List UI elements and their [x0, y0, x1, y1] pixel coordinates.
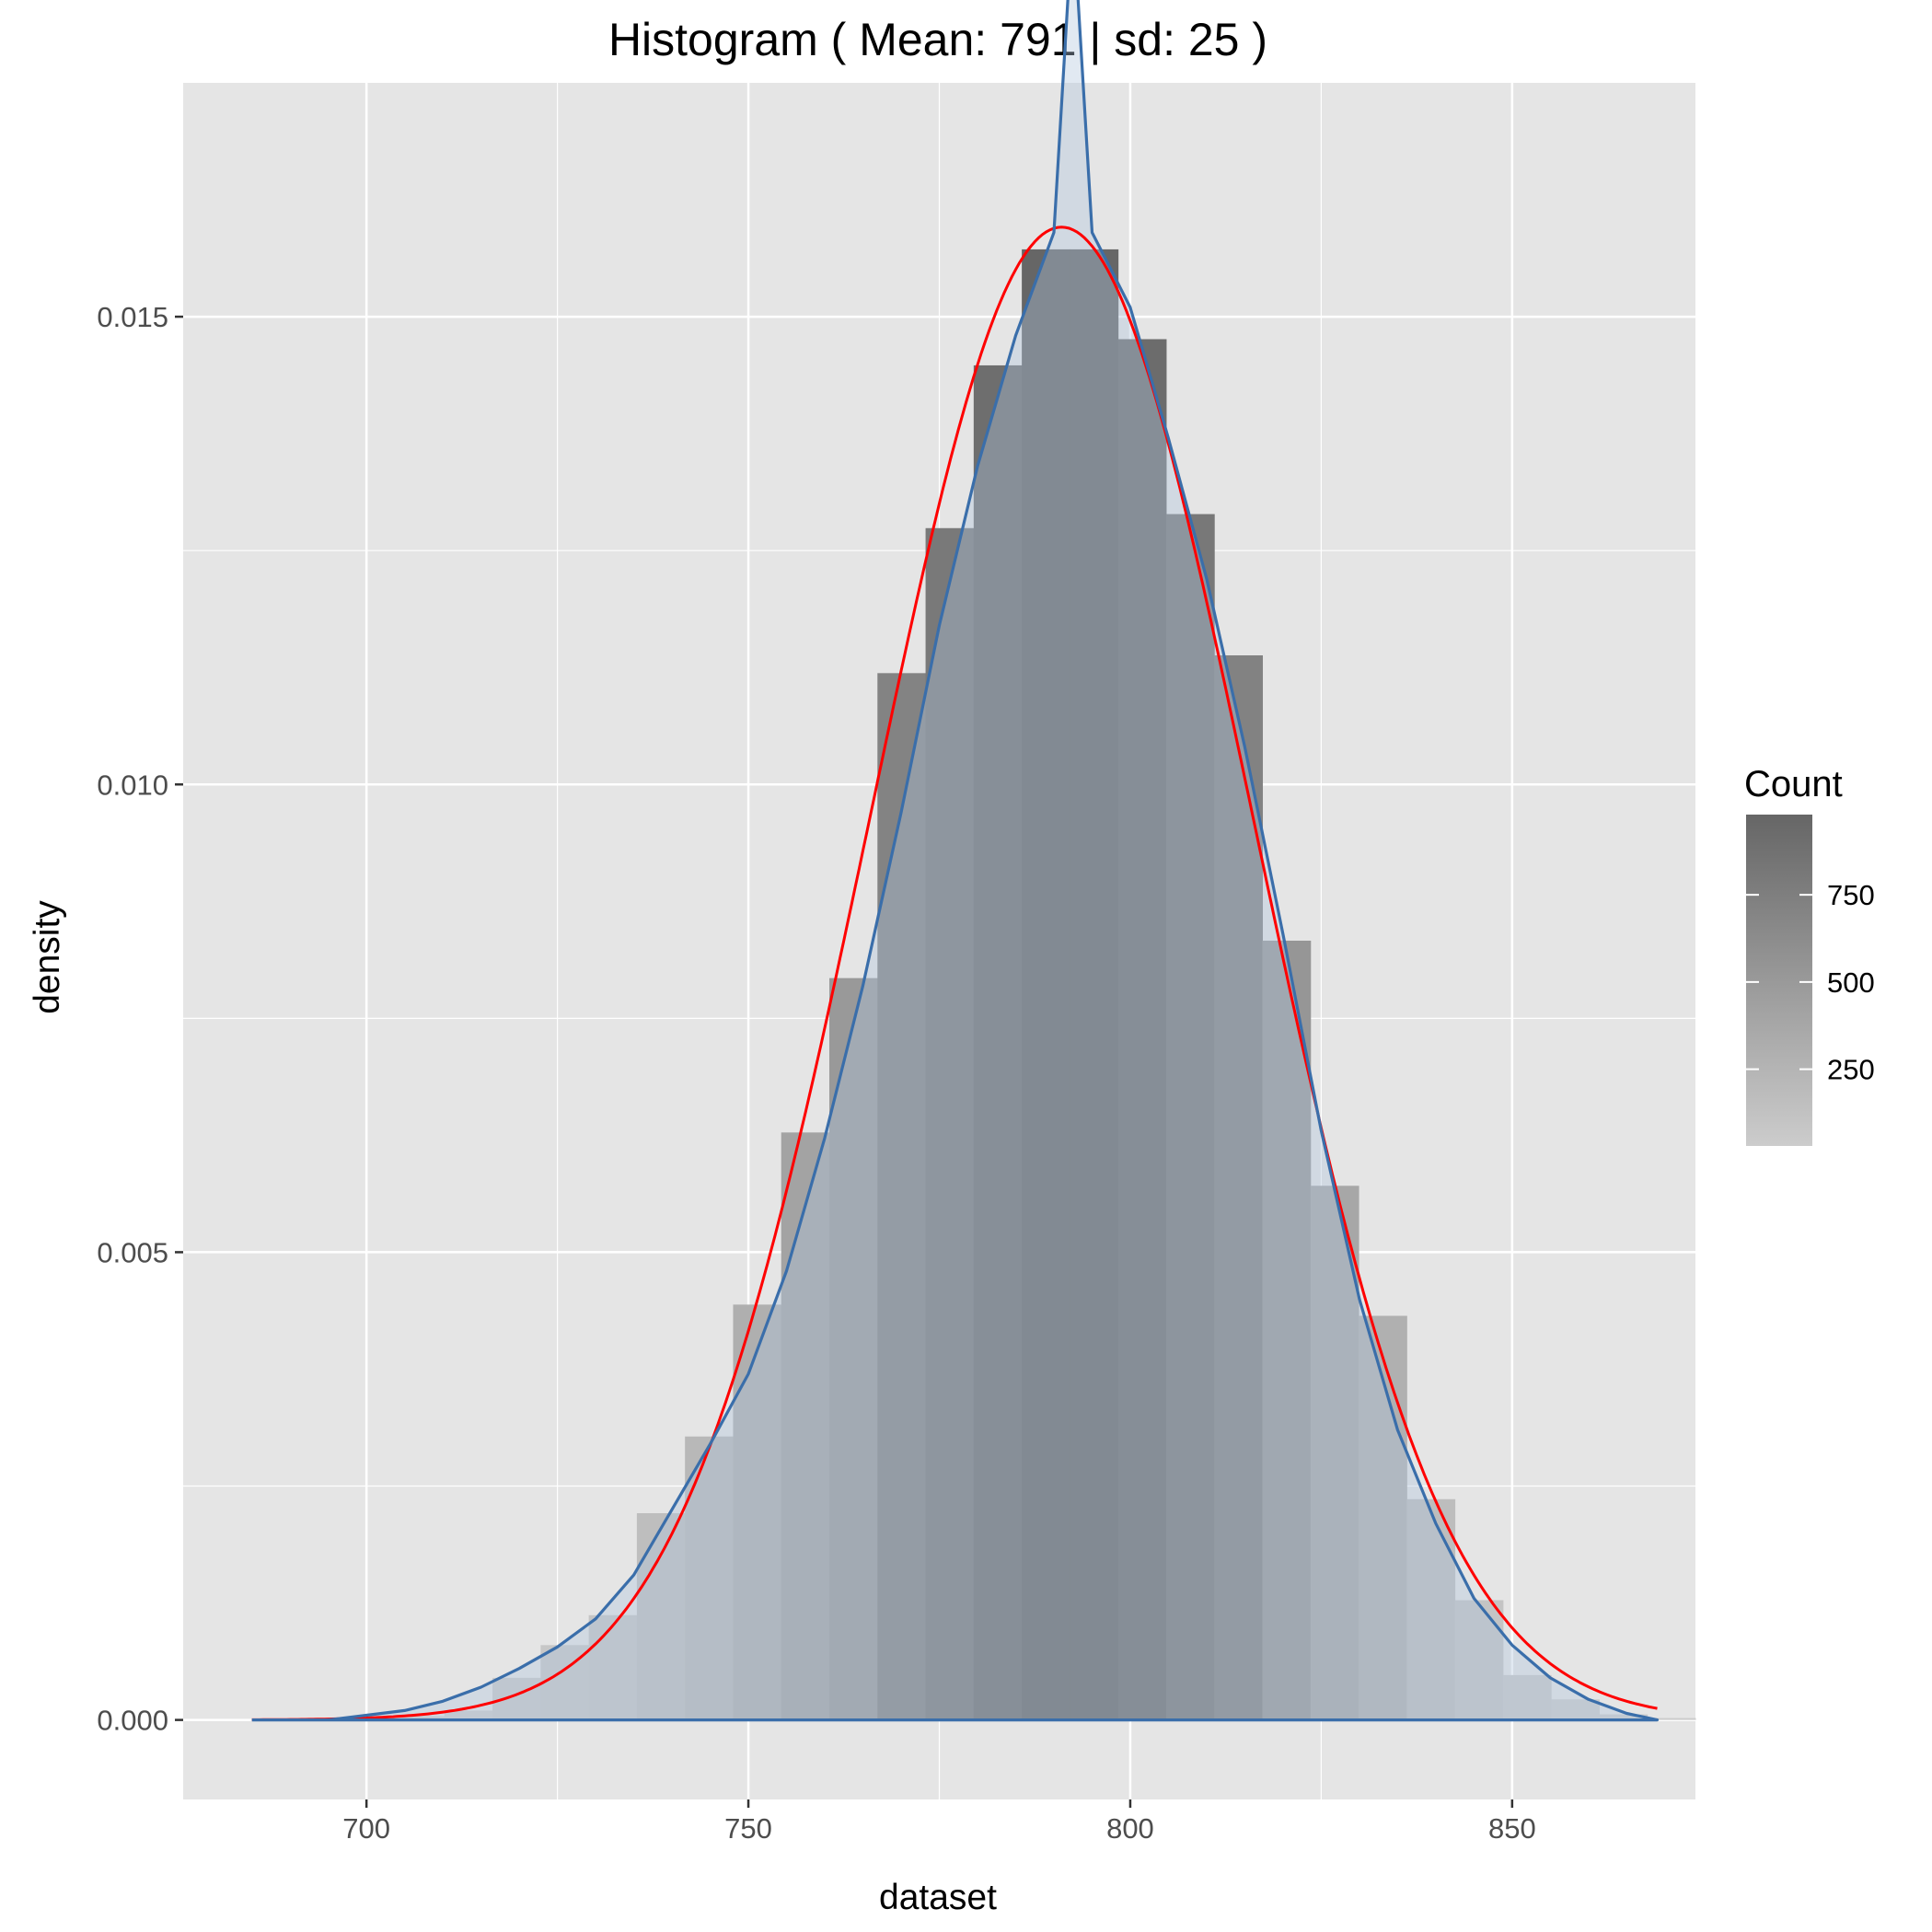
- histogram-bar: [588, 1614, 638, 1720]
- histogram-bar: [1165, 514, 1215, 1720]
- y-tick-label: 0.010: [97, 769, 168, 801]
- histogram-bar: [1502, 1674, 1552, 1720]
- x-axis-title: dataset: [879, 1878, 997, 1917]
- legend-ticks: 250 500 750: [1746, 879, 1875, 1086]
- histogram-bar: [1214, 655, 1264, 1720]
- histogram-bar: [685, 1436, 734, 1720]
- y-tick-label: 0.000: [97, 1705, 168, 1737]
- histogram-bar: [877, 673, 927, 1720]
- legend-label: 500: [1827, 966, 1875, 999]
- y-tick-label: 0.015: [97, 301, 168, 333]
- histogram-bar: [1647, 1718, 1696, 1720]
- x-axis: 700 750 800 850: [342, 1799, 1536, 1845]
- histogram-bar: [396, 1716, 445, 1720]
- histogram-bar: [781, 1132, 830, 1720]
- histogram-bars: [251, 249, 1696, 1720]
- chart-title: Histogram ( Mean: 791 | sd: 25 ): [608, 14, 1267, 65]
- histogram-bar: [636, 1512, 686, 1720]
- histogram-bar: [973, 364, 1023, 1720]
- histogram-bar: [1070, 249, 1119, 1720]
- histogram-bar: [1599, 1714, 1649, 1720]
- x-tick-label: 800: [1106, 1812, 1154, 1845]
- histogram-bar: [1551, 1699, 1600, 1720]
- histogram-bar: [829, 978, 878, 1720]
- normal-curve: [251, 226, 1658, 1721]
- histogram-bar: [444, 1710, 493, 1720]
- legend-colorbar: [1746, 815, 1812, 1146]
- density-area: [251, 0, 1658, 1720]
- y-tick-label: 0.005: [97, 1236, 168, 1268]
- y-axis: 0.000 0.005 0.010 0.015: [97, 301, 183, 1737]
- legend-label: 750: [1827, 879, 1875, 911]
- histogram-bar: [925, 527, 975, 1720]
- x-tick-label: 700: [342, 1812, 390, 1845]
- histogram-bar: [733, 1304, 782, 1720]
- histogram-bar: [1454, 1600, 1504, 1720]
- x-tick-label: 850: [1488, 1812, 1536, 1845]
- y-axis-title: density: [28, 900, 67, 1014]
- curves: [251, 0, 1660, 1722]
- histogram-bar: [1406, 1498, 1456, 1720]
- histogram-bar: [1310, 1186, 1359, 1720]
- histogram-bar: [1262, 940, 1312, 1720]
- legend-title: Count: [1744, 764, 1843, 804]
- histogram-bar: [1022, 249, 1070, 1720]
- legend: Count 250 500 750: [1744, 764, 1875, 1146]
- legend-label: 250: [1827, 1054, 1875, 1086]
- x-tick-label: 750: [724, 1812, 772, 1845]
- density-curve: [251, 0, 1660, 1722]
- histogram-bar: [1117, 339, 1167, 1720]
